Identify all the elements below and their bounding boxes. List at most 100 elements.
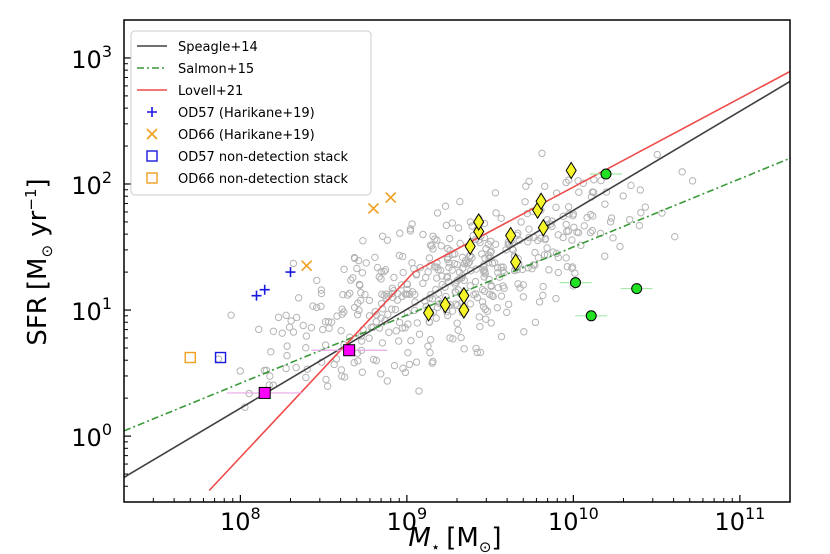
background-galaxy-point [471, 290, 480, 298]
background-galaxy-point [302, 373, 310, 382]
data-point [473, 222, 485, 241]
background-galaxy-point [299, 321, 307, 330]
background-galaxy-point [351, 254, 359, 263]
background-galaxy-point [552, 249, 561, 258]
background-galaxy-point [432, 314, 440, 322]
background-galaxy-point [408, 220, 416, 228]
background-galaxy-point [322, 375, 330, 384]
background-galaxy-point [493, 264, 502, 272]
plot-marks [124, 70, 790, 492]
background-galaxy-point [562, 178, 570, 187]
background-galaxy-point [466, 218, 475, 226]
background-galaxy-point [358, 269, 367, 277]
background-galaxy-point [392, 327, 400, 335]
data-point [535, 192, 547, 211]
background-galaxy-point [494, 283, 502, 292]
background-galaxy-point [426, 241, 435, 249]
data-point [258, 386, 271, 399]
background-galaxy-point [433, 236, 441, 244]
background-galaxy-point [319, 325, 327, 334]
background-galaxy-point [454, 286, 463, 294]
background-galaxy-point [568, 236, 576, 244]
background-galaxy-point [564, 203, 573, 211]
background-galaxy-point [289, 328, 298, 336]
background-galaxy-point [373, 263, 382, 272]
background-galaxy-point [354, 357, 362, 365]
background-galaxy-point [476, 348, 485, 357]
background-galaxy-point [419, 230, 427, 239]
background-galaxy-point [485, 251, 493, 259]
background-galaxy-point [492, 209, 500, 217]
background-galaxy-point [487, 247, 495, 255]
data-point [259, 284, 270, 295]
legend-entry: Speagle+14 [137, 40, 258, 55]
background-galaxy-point [562, 254, 570, 262]
data-point [537, 218, 549, 237]
background-galaxy-point [396, 229, 404, 237]
background-galaxy-point [359, 237, 367, 245]
plot-area [124, 70, 790, 492]
background-galaxy-point [636, 186, 644, 194]
background-galaxy-point [426, 335, 435, 344]
background-galaxy-point [403, 290, 411, 298]
data-point [570, 277, 582, 289]
background-galaxy-point [534, 253, 543, 262]
background-galaxy-point [375, 273, 383, 281]
background-galaxy-point [460, 260, 469, 268]
background-galaxy-point [292, 363, 300, 372]
background-galaxy-point [355, 306, 363, 315]
background-galaxy-point [586, 210, 595, 219]
background-galaxy-point [412, 358, 421, 366]
legend-label: Salmon+15 [178, 62, 254, 77]
series-od57-non-detection-stack [214, 351, 227, 364]
background-galaxy-point [580, 222, 588, 230]
background-galaxy-point [482, 315, 490, 323]
background-galaxy-point [564, 227, 573, 235]
background-galaxy-point [445, 234, 454, 243]
background-galaxy-point [282, 364, 290, 373]
background-galaxy-point [520, 328, 528, 336]
background-galaxy-point [466, 282, 474, 290]
background-galaxy-point [384, 310, 392, 319]
data-point [422, 303, 435, 322]
background-galaxy-point [448, 266, 456, 274]
background-galaxy-point [406, 227, 415, 235]
background-galaxy-point [274, 313, 283, 322]
background-galaxy-point [337, 327, 345, 335]
background-galaxy-point [302, 343, 310, 352]
background-galaxy-point [340, 265, 348, 273]
background-galaxy-point [338, 310, 346, 318]
background-galaxy-point [465, 258, 474, 266]
background-galaxy-point [380, 291, 388, 300]
background-galaxy-point [362, 259, 370, 267]
background-galaxy-point [545, 266, 553, 274]
background-galaxy-point [441, 202, 450, 210]
background-galaxy-point [516, 284, 524, 292]
background-galaxy-point [349, 274, 357, 282]
background-galaxy-point [453, 301, 462, 310]
background-galaxy-point [606, 218, 615, 226]
background-galaxy-point [437, 242, 445, 250]
background-galaxy-point [303, 365, 312, 373]
background-galaxy-point [538, 149, 546, 158]
background-galaxy-point [353, 264, 361, 273]
data-point [367, 202, 380, 214]
background-galaxy-point [468, 222, 476, 230]
background-galaxy-point [559, 233, 567, 242]
background-galaxy-point [543, 215, 551, 224]
background-galaxy-point [641, 203, 649, 211]
background-galaxy-point [434, 266, 442, 274]
background-galaxy-point [521, 198, 529, 206]
background-galaxy-point [491, 240, 500, 248]
data-point [439, 295, 451, 314]
series-yellow-diamonds [422, 161, 577, 322]
background-galaxy-point [307, 323, 316, 332]
background-galaxy-point [586, 228, 595, 237]
background-galaxy-point [405, 360, 414, 369]
background-galaxy-point [443, 311, 452, 320]
background-galaxy-point [468, 253, 476, 262]
y-axis-label: SFR[M⊙ yr−1] [22, 178, 56, 345]
background-galaxy-point [495, 273, 504, 281]
background-galaxy-point [325, 324, 333, 332]
data-point [343, 344, 356, 357]
